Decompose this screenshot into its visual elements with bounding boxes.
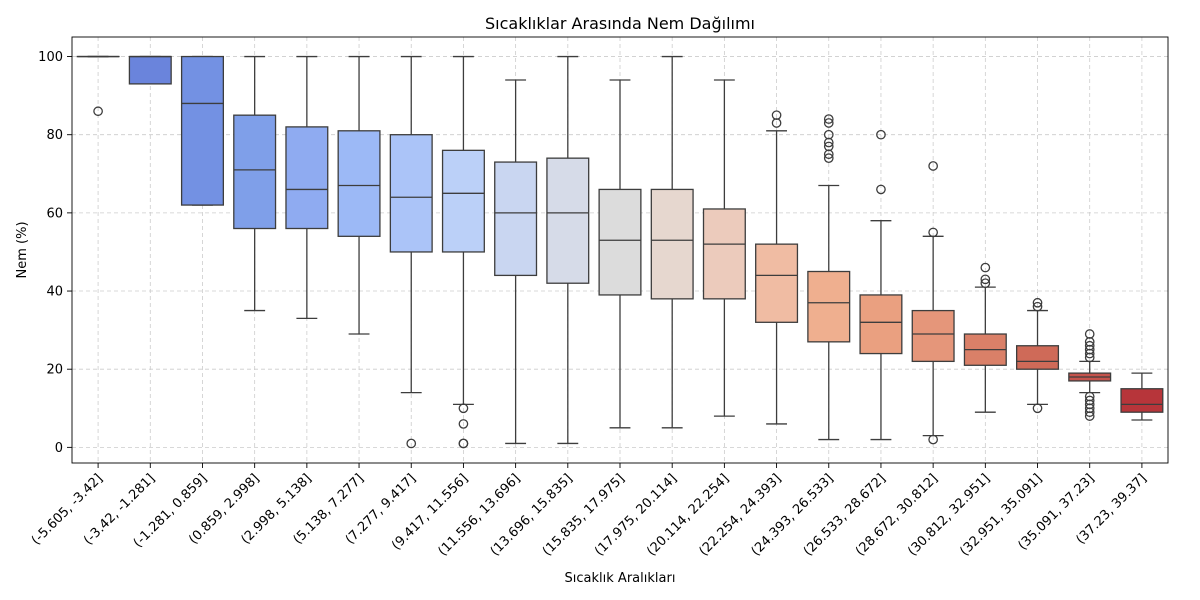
box-group xyxy=(546,55,590,445)
box-group xyxy=(128,55,172,85)
y-tick-label: 40 xyxy=(46,285,63,300)
outlier-point xyxy=(458,403,469,414)
outlier-point xyxy=(823,118,834,128)
box-iqr xyxy=(128,55,172,85)
outlier-point xyxy=(1084,391,1095,402)
box-group xyxy=(650,55,694,429)
box-group xyxy=(494,79,538,445)
box-group xyxy=(755,110,799,425)
outlier-point xyxy=(771,110,782,121)
outlier-point xyxy=(876,129,886,140)
box-group xyxy=(389,55,433,449)
box-group xyxy=(76,55,120,117)
box-iqr xyxy=(755,243,799,323)
outlier-point xyxy=(876,184,886,195)
box-iqr xyxy=(494,161,538,277)
outlier-point xyxy=(458,438,469,449)
outlier-point xyxy=(823,153,834,164)
box-group xyxy=(180,55,225,206)
box-iqr xyxy=(911,309,955,363)
outlier-point xyxy=(980,278,991,289)
outlier-point xyxy=(406,438,417,449)
y-tick-label: 0 xyxy=(55,441,63,456)
y-tick-label: 60 xyxy=(46,206,63,221)
outlier-point xyxy=(823,141,834,152)
outlier-point xyxy=(823,114,834,124)
box-group xyxy=(233,55,277,312)
outlier-point xyxy=(1032,297,1043,308)
outlier-point xyxy=(1084,340,1095,351)
outlier-point xyxy=(928,161,938,171)
outlier-point xyxy=(928,434,938,445)
box-group xyxy=(598,79,642,429)
y-axis-label: Nem (%) xyxy=(15,221,30,278)
box-iqr xyxy=(1015,345,1060,370)
box-group xyxy=(441,55,485,449)
box-group xyxy=(702,79,746,417)
box-group xyxy=(1015,297,1060,414)
outlier-point xyxy=(928,227,938,238)
box-group xyxy=(285,55,329,320)
box-iqr xyxy=(807,270,851,343)
box-iqr xyxy=(650,188,694,300)
x-axis-label: Sıcaklık Aralıkları xyxy=(565,571,676,586)
outlier-point xyxy=(980,262,991,273)
outlier-point xyxy=(1032,403,1043,414)
box-group xyxy=(911,161,955,445)
box-iqr xyxy=(702,208,746,300)
box-group xyxy=(1068,329,1112,421)
box-group xyxy=(807,114,851,441)
boxes-layer xyxy=(76,55,1164,449)
outlier-point xyxy=(980,274,991,285)
box-iqr xyxy=(337,130,381,237)
y-tick-label: 100 xyxy=(38,50,63,65)
outlier-point xyxy=(823,129,834,140)
outlier-point xyxy=(1084,395,1095,406)
outlier-point xyxy=(1084,329,1095,339)
box-iqr xyxy=(441,149,485,253)
chart-title: Sıcaklıklar Arasında Nem Dağılımı xyxy=(485,14,755,33)
y-tick-label: 80 xyxy=(46,128,63,143)
box-iqr xyxy=(546,157,590,284)
outlier-point xyxy=(93,106,103,117)
outlier-point xyxy=(458,419,469,429)
box-iqr xyxy=(233,114,277,230)
outlier-point xyxy=(1032,301,1043,312)
box-iqr xyxy=(285,126,329,230)
box-iqr xyxy=(389,134,433,253)
box-group xyxy=(963,262,1007,413)
y-tick-label: 20 xyxy=(46,363,63,378)
box-iqr xyxy=(180,55,225,206)
box-group xyxy=(859,129,903,441)
box-group xyxy=(1120,372,1164,421)
box-group xyxy=(337,55,381,335)
box-iqr xyxy=(859,294,903,355)
box-iqr xyxy=(1120,388,1164,413)
box-iqr xyxy=(598,188,642,296)
